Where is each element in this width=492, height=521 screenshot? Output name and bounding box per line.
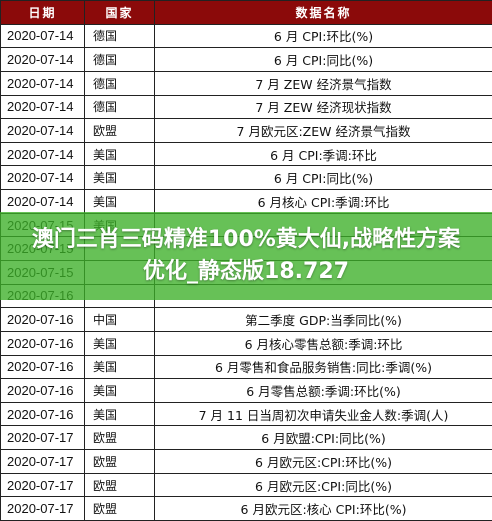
cell-country: 中国	[85, 308, 155, 332]
cell-country: 德国	[85, 71, 155, 96]
cell-data-name: 6 月 CPI:季调:环比	[155, 143, 492, 167]
cell-data-name	[155, 285, 492, 309]
cell-data-name: 6 月欧盟:CPI:同比(%)	[155, 426, 492, 451]
cell-date: 2020-07-14	[1, 119, 85, 143]
cell-country: 德国	[85, 48, 155, 72]
header-date: 日期	[1, 1, 85, 25]
cell-date: 2020-07-16	[1, 331, 85, 356]
cell-data-name: 6 月欧元区:CPI:环比(%)	[155, 450, 492, 474]
watermark-banner: 澳门三肖三码精准100%黄大仙,战略性方案优化_静态版18.727	[0, 212, 492, 300]
cell-country: 德国	[85, 95, 155, 120]
cell-country: 德国	[85, 24, 155, 49]
cell-date: 2020-07-16	[1, 308, 85, 332]
cell-country: 美国	[85, 166, 155, 191]
cell-data-name: 7 月欧元区:ZEW 经济景气指数	[155, 119, 492, 143]
cell-date: 2020-07-16	[1, 355, 85, 380]
cell-date: 2020-07-14	[1, 166, 85, 191]
cell-country: 美国	[85, 402, 155, 427]
cell-data-name: 6 月零售和食品服务销售:同比:季调(%)	[155, 356, 492, 380]
cell-data-name: 6 月核心零售总额:季调:环比	[155, 332, 492, 356]
cell-date: 2020-07-16	[1, 379, 85, 403]
cell-data-name: 7 月 11 日当周初次申请失业金人数:季调(人)	[155, 403, 492, 427]
cell-date: 2020-07-14	[1, 24, 85, 49]
cell-date: 2020-07-14	[1, 190, 85, 214]
cell-data-name: 6 月 CPI:同比(%)	[155, 166, 492, 191]
cell-data-name: 7 月 ZEW 经济现状指数	[155, 96, 492, 120]
cell-date: 2020-07-17	[1, 497, 85, 521]
cell-data-name: 第二季度 GDP:当季同比(%)	[155, 308, 492, 332]
cell-date: 2020-07-17	[1, 473, 85, 498]
cell-data-name: 6 月欧元区:CPI:同比(%)	[155, 474, 492, 498]
cell-date: 2020-07-17	[1, 426, 85, 451]
cell-country: 欧盟	[85, 497, 155, 521]
cell-country: 欧盟	[85, 450, 155, 474]
cell-data-name: 6 月零售总额:季调:环比(%)	[155, 379, 492, 403]
cell-date: 2020-07-14	[1, 142, 85, 167]
cell-country: 欧盟	[85, 119, 155, 143]
cell-country: 欧盟	[85, 473, 155, 498]
cell-country: 美国	[85, 142, 155, 167]
cell-data-name: 6 月欧元区:核心 CPI:环比(%)	[155, 497, 492, 521]
cell-country: 美国	[85, 355, 155, 380]
cell-date: 2020-07-14	[1, 95, 85, 120]
cell-country: 欧盟	[85, 426, 155, 451]
cell-data-name: 6 月 CPI:环比(%)	[155, 25, 492, 49]
cell-date: 2020-07-16	[1, 402, 85, 427]
cell-date: 2020-07-17	[1, 450, 85, 474]
header-data-name: 数据名称	[155, 1, 492, 25]
header-country: 国家	[85, 1, 155, 25]
cell-date: 2020-07-14	[1, 71, 85, 96]
cell-data-name: 6 月 CPI:同比(%)	[155, 48, 492, 72]
cell-data-name: 7 月 ZEW 经济景气指数	[155, 72, 492, 96]
cell-date: 2020-07-14	[1, 48, 85, 72]
cell-country: 美国	[85, 190, 155, 214]
cell-country: 美国	[85, 331, 155, 356]
watermark-text: 澳门三肖三码精准100%黄大仙,战略性方案优化_静态版18.727	[31, 227, 461, 284]
cell-data-name: 6 月核心 CPI:季调:环比	[155, 190, 492, 214]
cell-country: 美国	[85, 379, 155, 403]
